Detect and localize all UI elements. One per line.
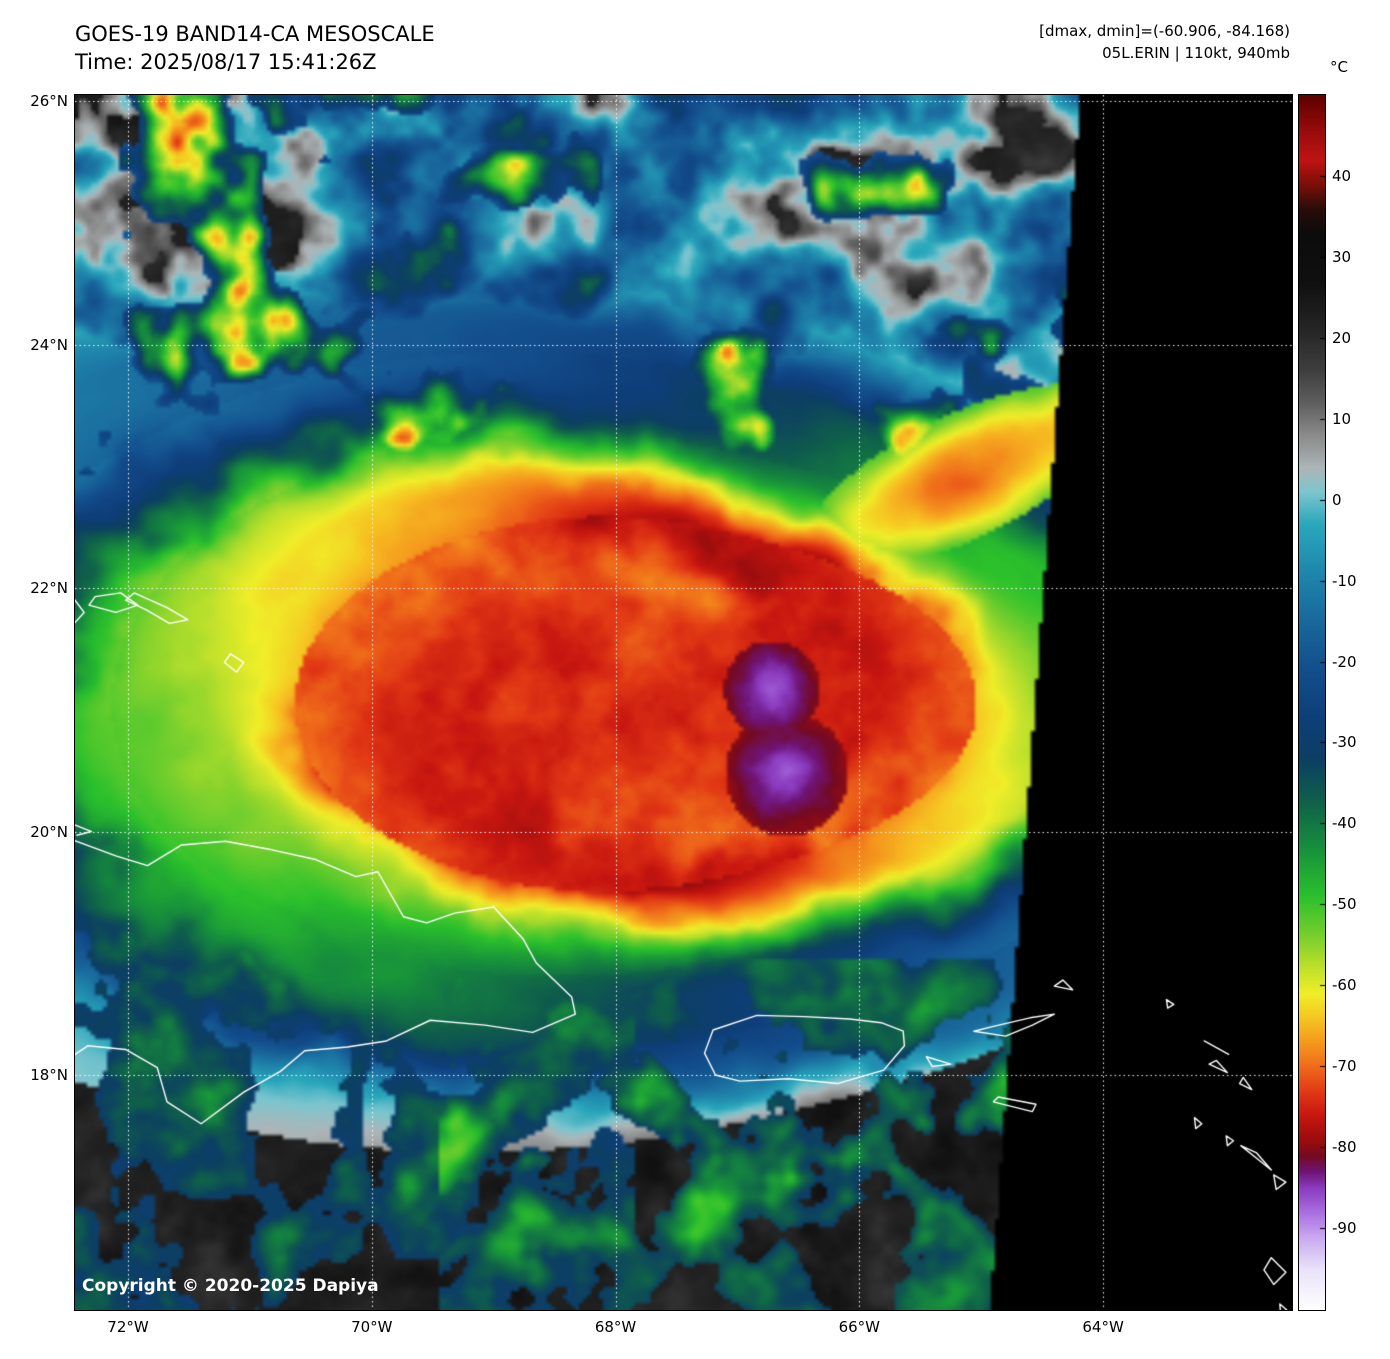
colorbar-tick-label: -50 xyxy=(1332,895,1357,914)
colorbar-tick-label: 40 xyxy=(1332,166,1352,185)
lon-tick-label: 64°W xyxy=(1082,1318,1124,1336)
lat-tick-label: 24°N xyxy=(30,335,68,354)
colorbar-tick-label: -40 xyxy=(1332,814,1357,833)
satellite-imagery-canvas xyxy=(75,95,1292,1310)
colorbar-tick-label: 20 xyxy=(1332,328,1352,347)
dmax-dmin-readout: [dmax, dmin]=(-60.906, -84.168) xyxy=(1039,22,1290,40)
lat-tick-label: 26°N xyxy=(30,92,68,111)
copyright-label: Copyright © 2020-2025 Dapiya xyxy=(82,1276,379,1296)
lon-tick-label: 70°W xyxy=(351,1318,393,1336)
lat-tick-label: 18°N xyxy=(30,1066,68,1085)
colorbar-tick-label: 30 xyxy=(1332,247,1352,266)
colorbar-tick-label: -70 xyxy=(1332,1057,1357,1076)
storm-info-label: 05L.ERIN | 110kt, 940mb xyxy=(1102,44,1290,62)
colorbar xyxy=(1298,94,1326,1311)
colorbar-tick-label: -30 xyxy=(1332,733,1357,752)
lat-tick-label: 22°N xyxy=(30,579,68,598)
colorbar-tick-label: 0 xyxy=(1332,490,1342,509)
lon-tick-label: 66°W xyxy=(838,1318,881,1336)
lon-tick-label: 68°W xyxy=(594,1318,637,1336)
colorbar-unit-label: °C xyxy=(1330,58,1348,76)
colorbar-gradient-canvas xyxy=(1299,95,1325,1310)
colorbar-tick-label: -60 xyxy=(1332,976,1357,995)
colorbar-tick-label: -10 xyxy=(1332,571,1357,590)
map-plot-area xyxy=(74,94,1293,1311)
colorbar-tick-label: -90 xyxy=(1332,1219,1357,1238)
colorbar-tick-label: -80 xyxy=(1332,1138,1357,1157)
plot-time-label: Time: 2025/08/17 15:41:26Z xyxy=(75,50,377,74)
lon-tick-label: 72°W xyxy=(107,1318,149,1336)
plot-title: GOES-19 BAND14-CA MESOSCALE xyxy=(75,22,435,46)
lat-tick-label: 20°N xyxy=(30,822,68,841)
colorbar-tick-label: -20 xyxy=(1332,652,1357,671)
colorbar-tick-label: 10 xyxy=(1332,409,1352,428)
